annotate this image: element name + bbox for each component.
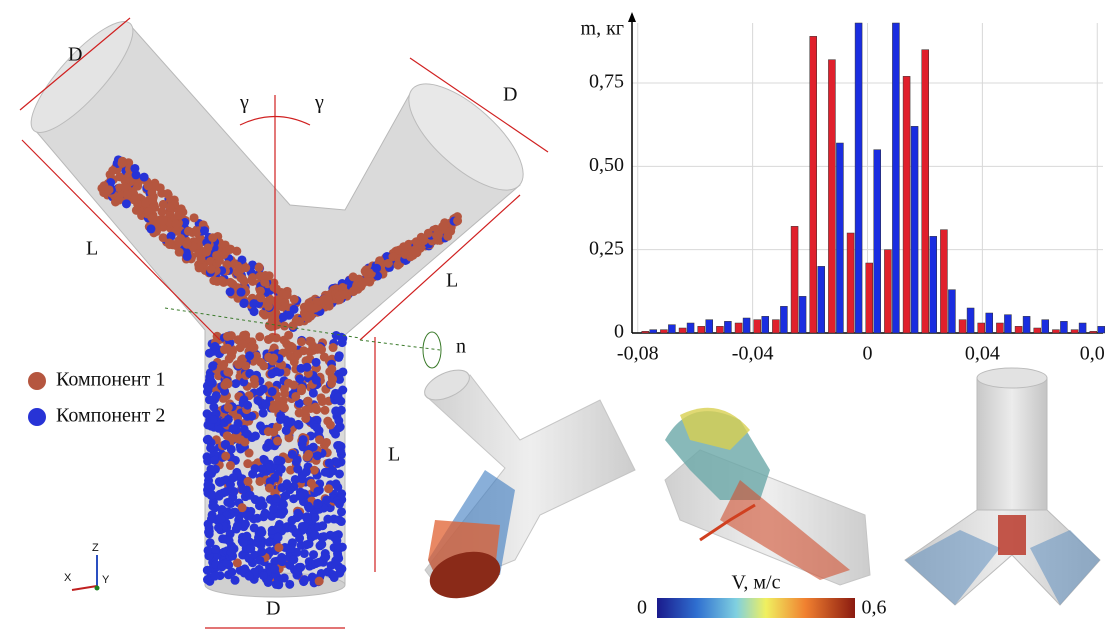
bar [873, 149, 881, 334]
legend: Компонент 1 Компонент 2 [28, 369, 165, 427]
bar [902, 76, 911, 334]
bar [772, 319, 780, 334]
x-tick-label: 0,04 [965, 343, 1000, 365]
dim-label: L [86, 238, 98, 260]
histogram: 0 0,25 0,50 0,75 -0,08 -0,04 0 0,04 0,08 m, кг [581, 12, 1105, 365]
bar [790, 226, 799, 334]
legend-swatch [28, 372, 46, 390]
bar [1052, 329, 1060, 334]
bar [724, 321, 732, 334]
pipe-end [408, 83, 524, 191]
y-axis-title: m, кг [581, 18, 624, 40]
bar [742, 317, 751, 334]
bar [1014, 326, 1023, 334]
bar [1004, 314, 1012, 334]
bar [892, 22, 900, 334]
bar [1097, 326, 1105, 334]
bar [948, 289, 956, 334]
colorbar [657, 598, 855, 618]
dim-label: D [266, 598, 280, 620]
bar [668, 324, 676, 334]
x-tick-label: -0,08 [617, 343, 659, 365]
bar [678, 327, 687, 334]
y-tick-label: 0 [614, 321, 624, 343]
y-tick-label: 0,25 [589, 237, 624, 259]
dim-label: L [388, 444, 400, 466]
colorbar-max: 0,6 [862, 597, 887, 619]
bar [780, 306, 788, 334]
bar [940, 229, 948, 334]
colorbar-min: 0 [637, 597, 647, 619]
bar [996, 322, 1004, 334]
bar [705, 319, 713, 334]
rotation-label: n [456, 336, 466, 358]
dimension-lines [19, 17, 549, 629]
legend-label: Компонент 1 [56, 369, 165, 391]
y-tick-label: 0,75 [589, 71, 624, 93]
colorbar-title: V, м/с [732, 572, 781, 594]
bar [660, 329, 668, 334]
bar [966, 307, 975, 334]
axis-label: Z [92, 542, 99, 554]
bar [697, 326, 705, 334]
bar [716, 326, 724, 334]
axis-label: Y [102, 574, 110, 586]
bar [1041, 319, 1050, 334]
bar [985, 312, 993, 334]
particles [97, 155, 463, 590]
bar [641, 331, 649, 334]
y-tick-label: 0,50 [589, 154, 624, 176]
axis-label: X [64, 572, 72, 584]
bar [828, 59, 836, 334]
bar [761, 316, 769, 334]
bar [836, 142, 844, 334]
bar [910, 126, 919, 334]
dim-label: L [446, 270, 458, 292]
bar [865, 262, 873, 334]
velocity-views [424, 367, 1101, 606]
pipe-end [30, 21, 134, 133]
bar [977, 322, 985, 334]
bar [1089, 331, 1098, 334]
bar [846, 232, 855, 334]
bar [686, 322, 695, 334]
bar [734, 322, 743, 334]
bar [929, 236, 937, 334]
x-tick-label: 0,08 [1080, 343, 1105, 365]
angle-label: γ [314, 92, 324, 114]
legend-label: Компонент 2 [56, 405, 165, 427]
bar [1078, 322, 1087, 334]
legend-swatch [28, 408, 46, 426]
dim-label: D [68, 44, 82, 66]
x-tick-label: -0,04 [732, 343, 774, 365]
dim-label: D [503, 84, 517, 106]
bar [854, 22, 863, 334]
bar [884, 249, 892, 334]
axes-triad [71, 555, 100, 591]
bar [1070, 329, 1079, 334]
bar [921, 49, 929, 334]
bar [1033, 327, 1042, 334]
bar [1022, 316, 1031, 334]
bar [817, 266, 825, 334]
bar [753, 319, 761, 334]
bar [809, 36, 817, 334]
axis-arrow [628, 12, 636, 22]
angle-label: γ [239, 92, 249, 114]
bar [649, 329, 657, 334]
bar [958, 319, 967, 334]
bar [798, 296, 807, 334]
x-tick-label: 0 [863, 343, 873, 365]
bar [1060, 321, 1068, 334]
